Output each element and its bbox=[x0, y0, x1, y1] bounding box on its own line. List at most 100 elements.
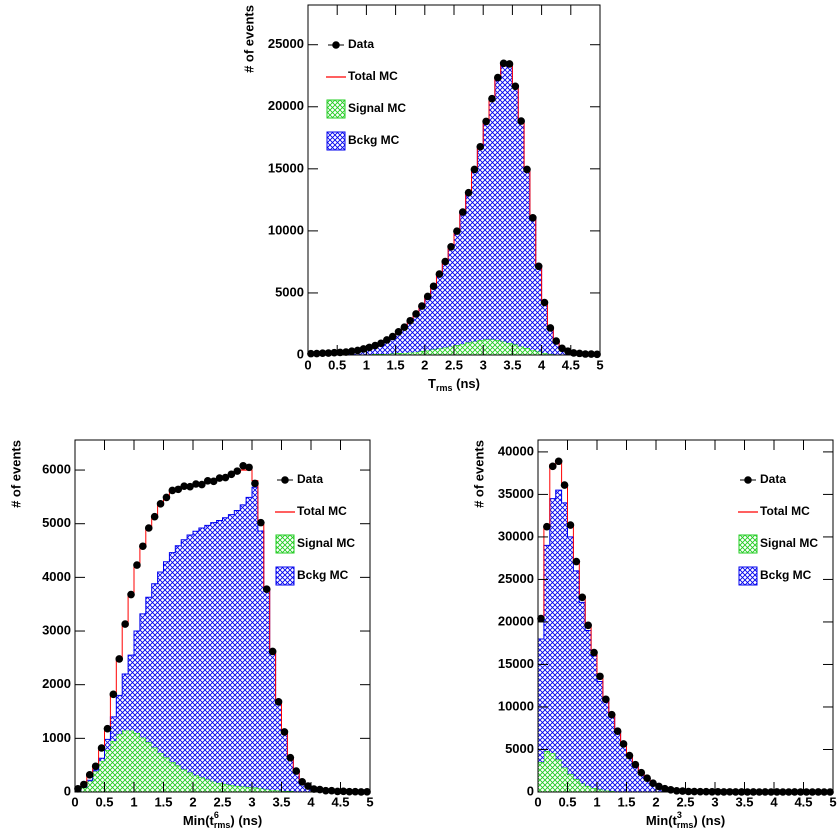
x-tick-label: 1 bbox=[130, 794, 137, 809]
data-point bbox=[91, 762, 100, 771]
hist-bar bbox=[442, 261, 449, 348]
hist-bar bbox=[597, 681, 603, 790]
x-tick-label: 5 bbox=[366, 794, 373, 809]
hist-bar bbox=[591, 788, 597, 792]
legend-marker bbox=[332, 41, 340, 49]
hist-bar bbox=[430, 349, 437, 355]
data-point bbox=[321, 786, 330, 795]
hist-bar bbox=[579, 783, 586, 792]
hist-bar bbox=[494, 78, 501, 341]
data-point bbox=[103, 724, 112, 733]
data-point bbox=[523, 165, 531, 174]
legend-swatch bbox=[326, 131, 346, 151]
data-point bbox=[304, 782, 312, 790]
x-axis-title-part: ) (ns) bbox=[693, 813, 725, 828]
hist-bar bbox=[535, 351, 542, 355]
legend-marker bbox=[744, 476, 752, 484]
legend-label: Total MC bbox=[348, 69, 398, 83]
data-point bbox=[192, 480, 200, 488]
data-point bbox=[494, 73, 502, 82]
hist-bar bbox=[459, 343, 466, 355]
data-point bbox=[262, 585, 271, 593]
data-point bbox=[215, 474, 224, 482]
y-axis-title: # of events bbox=[8, 440, 23, 508]
hist-bar bbox=[529, 350, 536, 355]
x-tick-label: 2 bbox=[652, 794, 659, 809]
hist-bar bbox=[638, 772, 645, 792]
x-tick-label: 0 bbox=[534, 794, 541, 809]
hist-bar bbox=[489, 98, 495, 340]
legend-marker bbox=[281, 476, 289, 484]
x-tick-label: 2 bbox=[189, 794, 196, 809]
hist-bar bbox=[228, 514, 235, 786]
y-tick-label: 5000 bbox=[42, 515, 71, 530]
data-point bbox=[286, 753, 295, 762]
data-point bbox=[121, 620, 129, 628]
hist-bar bbox=[529, 218, 536, 351]
x-axis-title: Min(t3 rms) (ns) bbox=[646, 810, 725, 830]
hist-bar bbox=[98, 760, 105, 792]
hist-bar bbox=[585, 786, 592, 792]
data-point bbox=[139, 542, 147, 551]
hist-bar bbox=[157, 752, 164, 792]
data-point bbox=[394, 327, 403, 336]
data-point bbox=[631, 760, 640, 769]
hist-bar bbox=[257, 788, 264, 792]
hist-bar bbox=[252, 787, 258, 792]
hist-bar bbox=[80, 787, 87, 792]
data-point bbox=[429, 282, 438, 291]
x-axis-title-part: rms bbox=[214, 820, 231, 830]
y-tick-label: 1000 bbox=[42, 730, 71, 745]
data-point bbox=[406, 316, 415, 325]
data-point bbox=[529, 214, 537, 222]
x-tick-label: 4.5 bbox=[794, 794, 812, 809]
x-tick-label: 1 bbox=[363, 357, 370, 372]
hist-bar bbox=[401, 327, 408, 353]
hist-bar bbox=[644, 778, 651, 792]
x-axis-title-part: 6 bbox=[214, 810, 219, 820]
data-point bbox=[543, 522, 551, 531]
data-point bbox=[593, 350, 601, 359]
data-point bbox=[251, 479, 259, 488]
y-tick-label: 25000 bbox=[498, 571, 534, 586]
data-point bbox=[174, 485, 183, 494]
x-tick-label: 0.5 bbox=[558, 794, 576, 809]
data-point bbox=[482, 117, 490, 126]
data-point bbox=[333, 787, 342, 796]
data-point bbox=[227, 470, 236, 479]
x-tick-label: 4 bbox=[770, 794, 778, 809]
hist-bar bbox=[204, 525, 211, 780]
data-point bbox=[327, 786, 336, 795]
hist-bar bbox=[567, 536, 574, 775]
hist-bar bbox=[477, 340, 484, 355]
data-point bbox=[602, 695, 610, 704]
data-point bbox=[488, 94, 496, 103]
legend-swatch bbox=[326, 99, 346, 119]
data-point bbox=[144, 524, 153, 532]
x-axis-title-part: Min(t bbox=[646, 813, 678, 828]
hist-bar bbox=[512, 85, 519, 345]
hist-bar bbox=[538, 638, 544, 763]
y-tick-label: 15000 bbox=[268, 160, 304, 175]
data-point bbox=[245, 463, 253, 472]
hist-bar bbox=[585, 630, 592, 787]
data-point bbox=[566, 521, 575, 529]
data-point bbox=[336, 348, 344, 357]
data-point bbox=[564, 347, 572, 355]
hist-bar bbox=[553, 341, 560, 355]
y-axis-title: # of events bbox=[241, 5, 256, 73]
hist-bar bbox=[555, 490, 562, 760]
y-tick-label: 40000 bbox=[498, 443, 534, 458]
hist-bar bbox=[418, 351, 425, 355]
data-point bbox=[447, 242, 455, 251]
data-point bbox=[298, 778, 306, 786]
y-tick-label: 6000 bbox=[42, 461, 71, 476]
hist-bar bbox=[549, 498, 556, 753]
hist-bar bbox=[524, 348, 530, 355]
data-point bbox=[310, 785, 318, 793]
hist-bar bbox=[163, 757, 170, 792]
y-tick-label: 10000 bbox=[268, 222, 304, 237]
hist-bar bbox=[442, 347, 449, 355]
hist-bar bbox=[506, 342, 513, 355]
data-point bbox=[383, 336, 391, 344]
